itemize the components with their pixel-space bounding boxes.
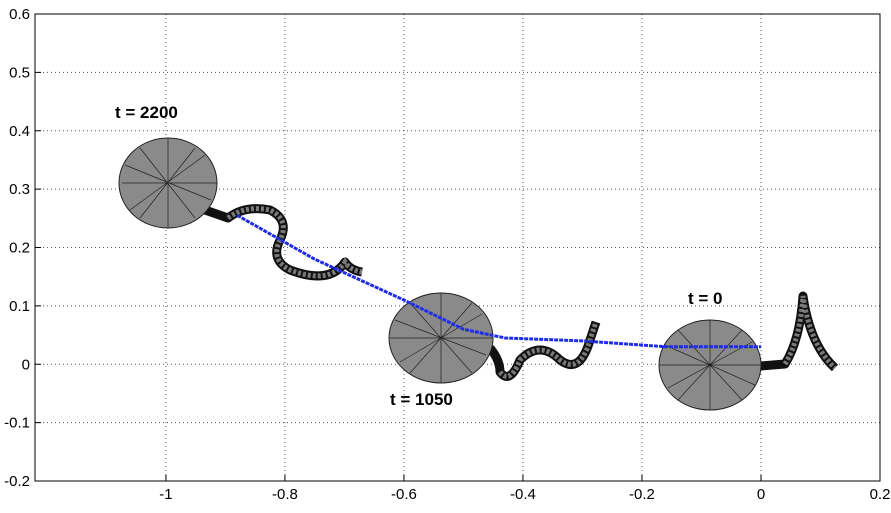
trajectory-line [236, 214, 761, 349]
plot-frame [34, 13, 881, 482]
bodies [118, 137, 839, 411]
x-tick-label: -0.4 [510, 486, 536, 503]
y-tick-label: -0.2 [4, 473, 30, 490]
annotation: t = 1050 [390, 390, 453, 409]
tail [782, 295, 837, 370]
y-tick-label: -0.1 [4, 415, 30, 432]
x-tick-label: -0.2 [629, 486, 655, 503]
tail [226, 206, 363, 279]
tail [498, 321, 599, 379]
y-tick-label: 0.6 [9, 6, 30, 23]
y-tick-label: 0 [22, 356, 30, 373]
y-tick-label: 0.5 [9, 64, 30, 81]
y-tick-label: 0.1 [9, 298, 30, 315]
mesh [122, 138, 761, 410]
x-tick-label: -1 [159, 486, 172, 503]
x-tick-label: -0.6 [391, 486, 417, 503]
x-tick-label: -0.8 [272, 486, 298, 503]
annotation: t = 0 [688, 289, 723, 308]
annotation: t = 2200 [115, 103, 178, 122]
y-tick-label: 0.4 [9, 123, 30, 140]
x-tick-label: 0 [757, 486, 765, 503]
y-tick-label: 0.2 [9, 240, 30, 257]
y-tick-label: 0.3 [9, 181, 30, 198]
x-tick-label: 0.2 [870, 486, 891, 503]
